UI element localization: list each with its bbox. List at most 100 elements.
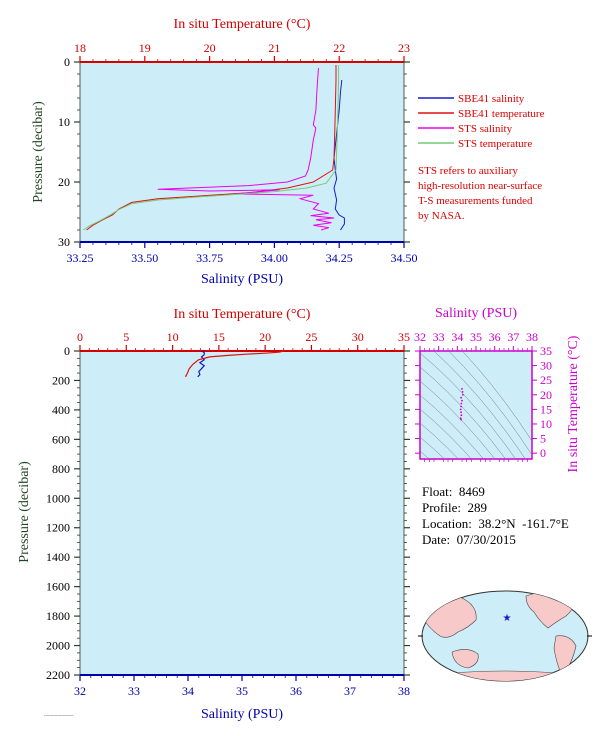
legend-label-sbe-temperature: SBE41 temperature: [458, 108, 545, 120]
density-contour: [420, 408, 472, 459]
bottom-temp-axis-title: In situ Temperature (°C): [174, 307, 311, 322]
pressure-tick-label: 1800: [46, 609, 70, 623]
ts-point: [460, 405, 462, 408]
density-contour: [461, 351, 532, 442]
ts-plot-background: [419, 350, 533, 460]
sbe41-temperature-line: [184, 350, 284, 378]
sal-tick-label: 33: [128, 684, 140, 698]
ts-temp-tick-label: 30: [540, 359, 552, 373]
legend-label-sbe-salinity: SBE41 salinity: [458, 93, 525, 105]
bottom-pressure-ticks: 0 200 400 600 800 1000 1200 1400 1600 1800 2000 220…: [46, 344, 410, 682]
density-contour: [420, 352, 517, 459]
top-temp-axis-title: In situ Temperature (°C): [174, 17, 311, 32]
ts-sal-tick-label: 33: [433, 330, 445, 344]
sal-tick-label: 34.00: [261, 251, 288, 265]
top-pressure-ticks: 0 10 20 30: [58, 55, 410, 249]
sal-tick-label: 32: [74, 684, 86, 698]
top-temp-ticks: 18 19 20 21 22 23: [74, 41, 410, 62]
bottom-plot-background: [79, 350, 405, 676]
profile-number: Profile: 289: [422, 500, 487, 515]
sal-tick-label: 33.50: [131, 251, 158, 265]
ts-temp-tick-label: 35: [540, 344, 552, 358]
bottom-series-group: [184, 350, 284, 378]
ts-sal-tick-label: 36: [489, 330, 501, 344]
ts-point: [460, 411, 462, 414]
sal-tick-label: 37: [344, 684, 356, 698]
ts-temp-tick-label: 10: [540, 417, 552, 431]
temp-tick-label: 10: [167, 330, 179, 344]
bottom-temp-ticks: 0 5 10 15 20 25 30 35: [77, 330, 410, 351]
bottom-sal-ticks: 32 33 34 35 36 37 38: [74, 675, 410, 698]
pressure-tick-label: 1200: [46, 521, 70, 535]
ts-temp-tick-label: 0: [540, 446, 546, 460]
bottom-pressure-axis-title: Pressure (decibar): [17, 461, 32, 563]
temp-tick-label: 20: [259, 330, 271, 344]
pressure-tick-label: 2000: [46, 639, 70, 653]
density-contour: [433, 351, 526, 459]
ts-point: [461, 399, 463, 402]
bottom-panel: 0 5 10 15 20 25 30 35 32 33 34 35 36 37 38 0 200 400 600…: [17, 307, 410, 722]
temp-tick-label: 5: [123, 330, 129, 344]
ts-temp-tick-label: 15: [540, 402, 552, 416]
ts-sal-tick-label: 34: [451, 330, 463, 344]
pressure-tick-label: 800: [52, 462, 70, 476]
sal-tick-label: 33.25: [67, 251, 94, 265]
pressure-tick-label: 0: [64, 55, 70, 69]
temp-tick-label: 0: [77, 330, 83, 344]
density-contour: [420, 380, 496, 459]
ts-temp-tick-label: 25: [540, 373, 552, 387]
pressure-tick-label: 1000: [46, 491, 70, 505]
top-panel: 18 19 20 21 22 23 33.25 33.50 33.75 34.00 34.25 34…: [31, 17, 418, 287]
sts-salinity-line: [157, 67, 335, 231]
sal-tick-label: 34.25: [326, 251, 353, 265]
legend: SBE41 salinity SBE41 temperature STS sal…: [418, 93, 545, 150]
bottom-sal-axis-title: Salinity (PSU): [201, 707, 283, 722]
sal-tick-label: 34.50: [391, 251, 418, 265]
ts-salinity-axis-title: Salinity (PSU): [435, 306, 517, 321]
ts-salinity-ticks: 32 33 34 35 36 37 38: [414, 330, 538, 462]
temp-tick-label: 35: [398, 330, 410, 344]
ts-point: [460, 418, 462, 421]
ts-point: [459, 408, 462, 411]
ts-sal-tick-label: 38: [526, 330, 538, 344]
ts-profile-points: [459, 388, 464, 421]
ts-point: [462, 393, 464, 396]
pressure-tick-label: 1400: [46, 550, 70, 564]
pressure-tick-label: 400: [52, 403, 70, 417]
ts-point: [461, 391, 464, 393]
pressure-tick-label: 0: [64, 344, 70, 358]
top-sal-ticks: 33.25 33.50 33.75 34.00 34.25 34.50: [67, 242, 418, 265]
sal-tick-label: 33.75: [196, 251, 223, 265]
ts-sal-tick-label: 37: [507, 330, 519, 344]
sal-tick-label: 35: [236, 684, 248, 698]
sbe41-salinity-line: [333, 79, 345, 231]
top-sal-axis-title: Salinity (PSU): [201, 272, 283, 287]
top-pressure-axis-title: Pressure (decibar): [31, 101, 46, 203]
ts-temperature-axis-title: In situ Temperature (°C): [566, 335, 581, 472]
density-contour: [420, 436, 445, 459]
pressure-tick-label: 30: [58, 235, 70, 249]
pressure-tick-label: 10: [58, 115, 70, 129]
pressure-tick-label: 600: [52, 432, 70, 446]
ts-point: [461, 388, 463, 390]
pressure-tick-label: 1600: [46, 580, 70, 594]
density-contour: [420, 394, 484, 459]
pressure-tick-label: 200: [52, 373, 70, 387]
small-footer-mark: ----------------------: [44, 713, 74, 718]
density-contour: [448, 351, 532, 456]
location: Location: 38.2°N -161.7°E: [422, 516, 569, 531]
temp-tick-label: 25: [305, 330, 317, 344]
legend-label-sts-temperature: STS temperature: [458, 138, 532, 150]
pressure-tick-label: 20: [58, 175, 70, 189]
temp-tick-label: 20: [204, 41, 216, 55]
sbe41-salinity-line: [197, 350, 206, 378]
sts-note-line-2: high-resolution near-surface: [418, 180, 543, 192]
pressure-tick-label: 2200: [46, 668, 70, 682]
density-contour: [420, 422, 459, 459]
ts-point: [460, 402, 463, 405]
ts-point: [460, 396, 462, 399]
star-icon: ★: [503, 613, 512, 624]
